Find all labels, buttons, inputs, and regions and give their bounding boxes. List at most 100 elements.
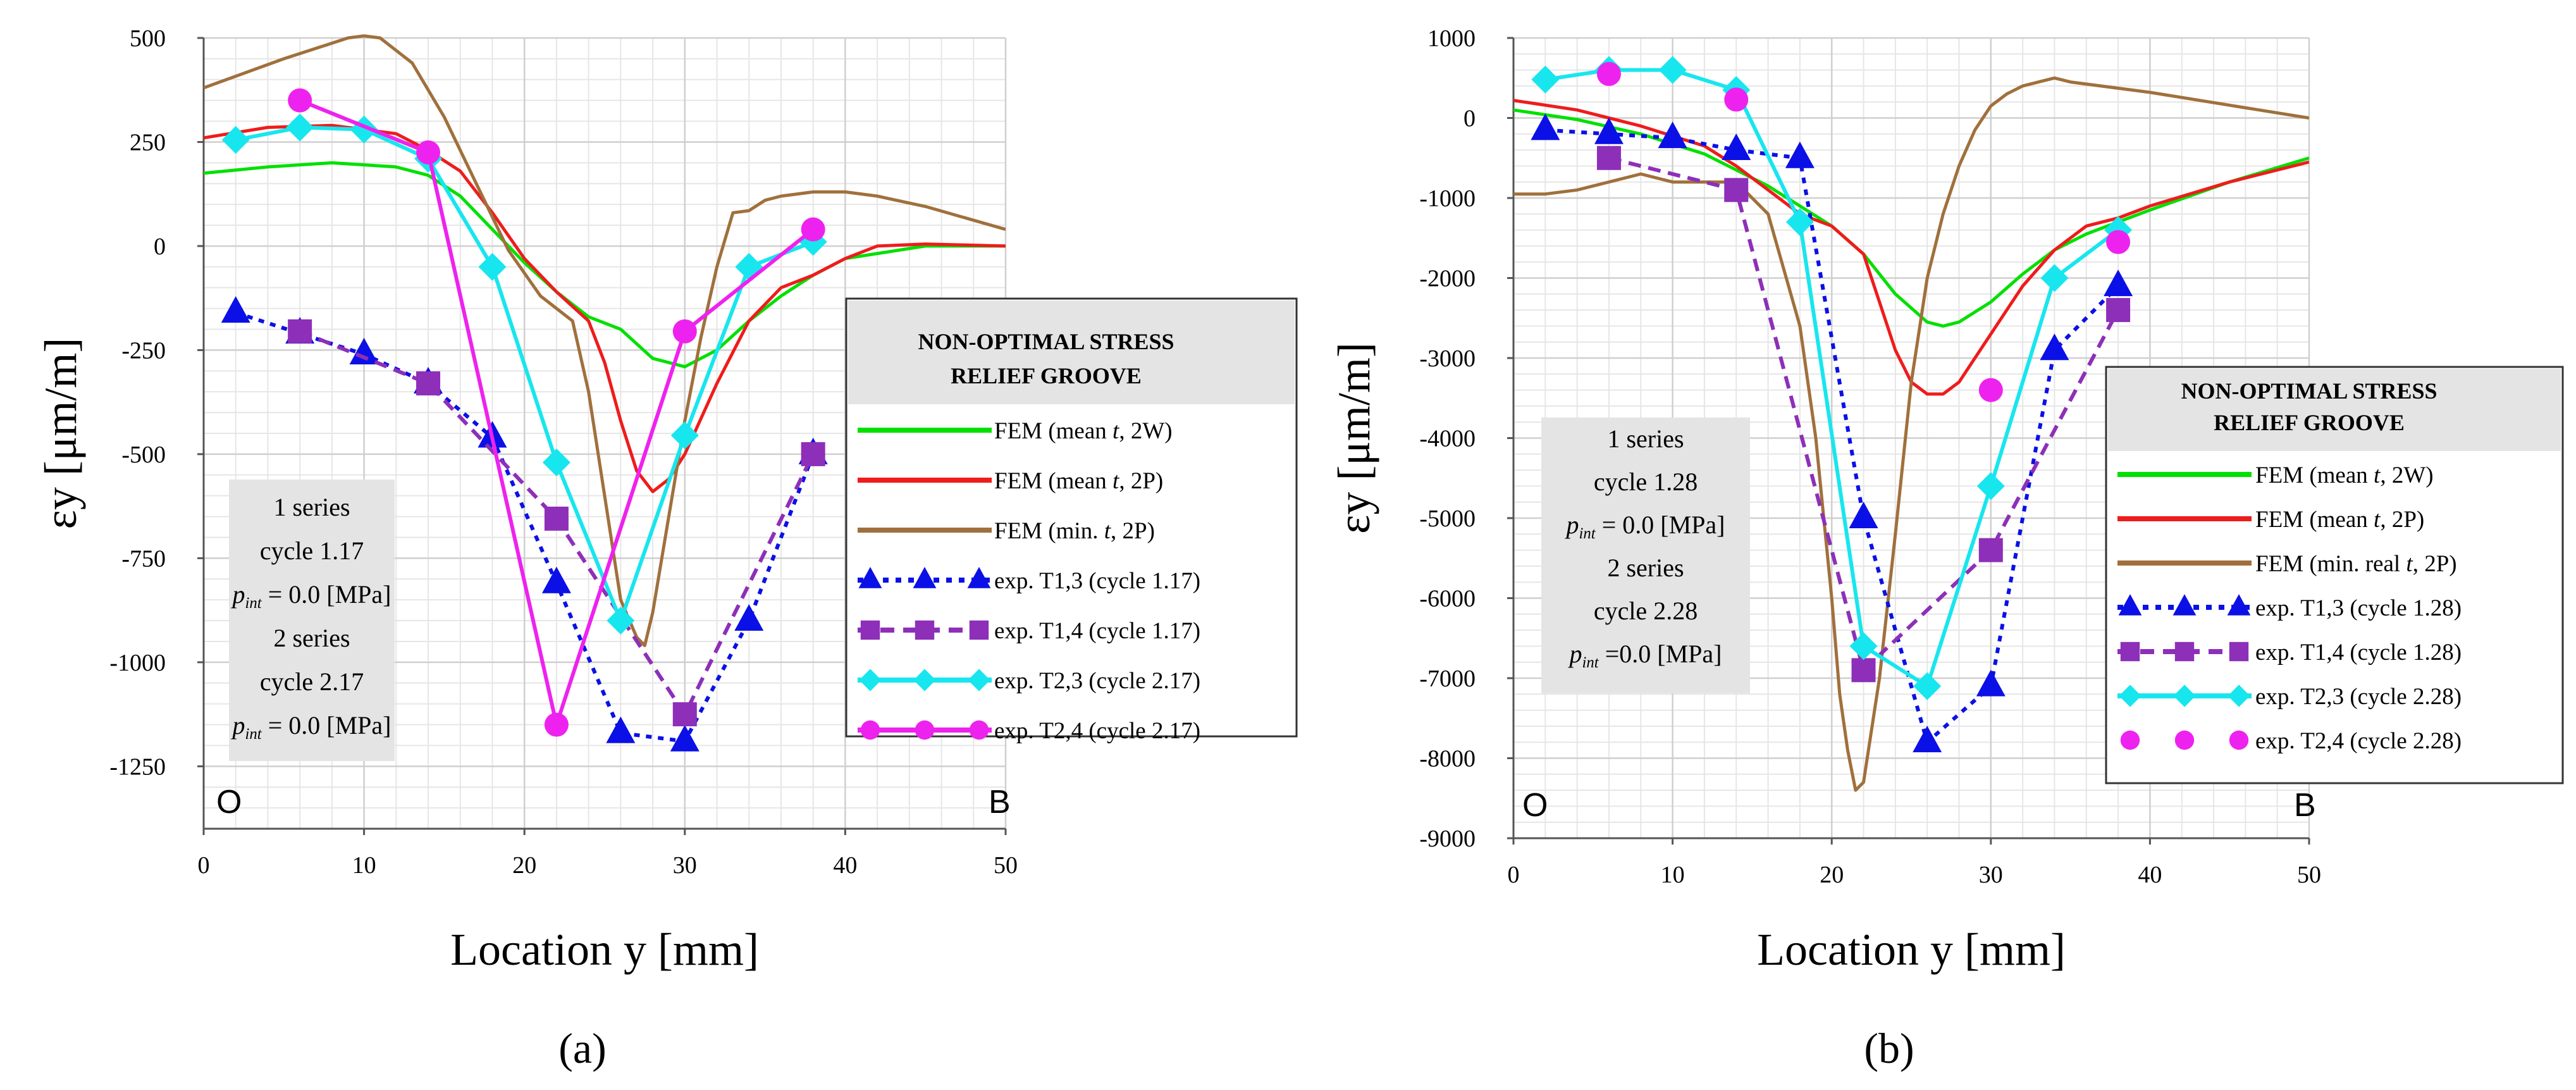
legend-label: exp. T2,4 (cycle 2.28) bbox=[2255, 728, 2462, 754]
legend-label: FEM (mean t, 2P) bbox=[2255, 507, 2424, 533]
legend-marker bbox=[2227, 594, 2251, 616]
y-tick-label: -8000 bbox=[1419, 746, 1476, 772]
legend-label: exp. T1,3 (cycle 1.28) bbox=[2255, 595, 2462, 621]
info-box-line: cycle 2.28 bbox=[1594, 597, 1698, 625]
data-marker bbox=[1724, 87, 1749, 112]
data-marker bbox=[1849, 501, 1878, 528]
data-marker bbox=[1596, 146, 1621, 170]
x-tick-label: 10 bbox=[352, 852, 376, 879]
info-box-line: pint = 0.0 [MPa] bbox=[231, 580, 391, 612]
legend-marker bbox=[860, 620, 880, 640]
y-tick-label: -250 bbox=[121, 337, 166, 364]
info-box-line: cycle 1.17 bbox=[260, 536, 364, 565]
info-box-line: cycle 2.17 bbox=[260, 667, 364, 696]
series-0 bbox=[1513, 108, 2309, 328]
data-marker bbox=[478, 252, 507, 281]
y-tick-label: -6000 bbox=[1419, 586, 1476, 612]
y-tick-label: 0 bbox=[1464, 106, 1476, 132]
legend-item: FEM (mean t, 2W) bbox=[858, 418, 1173, 444]
data-marker bbox=[1978, 378, 2003, 402]
legend-label: FEM (mean t, 2W) bbox=[2255, 462, 2434, 488]
series-line bbox=[1544, 68, 2119, 688]
legend-label: exp. T2,3 (cycle 2.17) bbox=[994, 668, 1200, 694]
data-marker bbox=[416, 371, 441, 396]
data-marker bbox=[349, 337, 379, 364]
legend-marker bbox=[2119, 684, 2142, 707]
data-marker bbox=[670, 724, 699, 752]
y-axis-label: εy [μm/m] bbox=[35, 338, 86, 530]
legend-title: NON-OPTIMAL STRESS bbox=[2181, 378, 2437, 404]
data-marker bbox=[1913, 672, 1942, 700]
x-tick-label: 20 bbox=[512, 852, 536, 879]
data-marker bbox=[1594, 117, 1624, 144]
legend-marker bbox=[969, 720, 989, 740]
series-line bbox=[235, 125, 814, 623]
series-line bbox=[204, 34, 1006, 647]
legend-marker bbox=[2172, 594, 2197, 616]
data-marker bbox=[221, 296, 250, 323]
series-line bbox=[235, 311, 815, 743]
data-marker bbox=[286, 113, 314, 142]
data-marker bbox=[1978, 538, 2003, 562]
legend-marker bbox=[2174, 730, 2195, 750]
data-marker bbox=[542, 449, 570, 477]
x-axis-label: Location y [mm] bbox=[1757, 924, 2066, 975]
legend-marker bbox=[2229, 730, 2249, 750]
data-marker bbox=[1724, 178, 1749, 202]
data-marker bbox=[735, 252, 763, 281]
data-marker bbox=[288, 319, 312, 344]
y-tick-label: -7000 bbox=[1419, 666, 1476, 692]
legend-title: RELIEF GROOVE bbox=[951, 363, 1142, 388]
data-marker bbox=[416, 140, 441, 164]
info-box: 1 series cycle 1.28 pint = 0.0 [MPa] 2 seri… bbox=[1541, 418, 1750, 693]
y-tick-label: -4000 bbox=[1419, 426, 1476, 452]
info-box-line: 2 series bbox=[273, 624, 350, 652]
legend-label: FEM (min. t, 2P) bbox=[994, 518, 1155, 544]
legend-label: FEM (mean t, 2P) bbox=[994, 468, 1163, 494]
series-4 bbox=[288, 319, 825, 727]
data-marker bbox=[2040, 333, 2069, 361]
legend-label: exp. T1,3 (cycle 1.17) bbox=[994, 568, 1200, 594]
legend-label: FEM (mean t, 2W) bbox=[994, 418, 1173, 444]
legend-item: exp. T2,3 (cycle 2.28) bbox=[2117, 684, 2462, 710]
corner-label: B bbox=[2294, 787, 2316, 824]
data-marker bbox=[2106, 230, 2131, 254]
info-box-line: cycle 1.28 bbox=[1594, 468, 1698, 496]
data-marker bbox=[1596, 61, 1621, 86]
series-6 bbox=[288, 88, 825, 737]
legend-marker bbox=[2229, 641, 2249, 662]
data-marker bbox=[1976, 669, 2006, 697]
data-marker bbox=[607, 607, 635, 635]
data-marker bbox=[1531, 65, 1560, 94]
legend-marker bbox=[913, 669, 936, 691]
legend-marker bbox=[860, 720, 880, 740]
x-tick-label: 40 bbox=[2138, 862, 2162, 888]
data-marker bbox=[2040, 264, 2069, 292]
y-tick-label: -2000 bbox=[1419, 266, 1476, 292]
legend-marker bbox=[969, 620, 989, 640]
data-marker bbox=[1976, 472, 2005, 500]
data-marker bbox=[2106, 298, 2131, 323]
legend-marker bbox=[2173, 684, 2196, 707]
x-tick-label: 50 bbox=[2297, 862, 2321, 888]
legend-label: exp. T2,4 (cycle 2.17) bbox=[994, 718, 1200, 744]
legend-item: exp. T1,3 (cycle 1.28) bbox=[2117, 594, 2462, 621]
y-tick-label: 250 bbox=[130, 129, 166, 156]
legend-label: exp. T1,4 (cycle 1.17) bbox=[994, 618, 1200, 644]
legend-marker bbox=[2118, 594, 2142, 616]
legend-title-background bbox=[2108, 369, 2561, 451]
data-marker bbox=[801, 217, 825, 242]
legend-title-background bbox=[848, 300, 1295, 404]
data-marker bbox=[1785, 207, 1814, 236]
legend-marker bbox=[915, 720, 935, 740]
series-4 bbox=[1596, 146, 2131, 683]
y-tick-label: -5000 bbox=[1419, 505, 1476, 532]
data-marker bbox=[1658, 56, 1687, 84]
legend-label: exp. T1,4 (cycle 1.28) bbox=[2255, 640, 2462, 666]
corner-label: O bbox=[216, 784, 242, 821]
legend-label: FEM (min. real t, 2P) bbox=[2255, 551, 2457, 577]
data-marker bbox=[544, 506, 569, 531]
x-tick-label: 20 bbox=[1820, 862, 1844, 888]
y-tick-label: -1250 bbox=[109, 753, 166, 780]
